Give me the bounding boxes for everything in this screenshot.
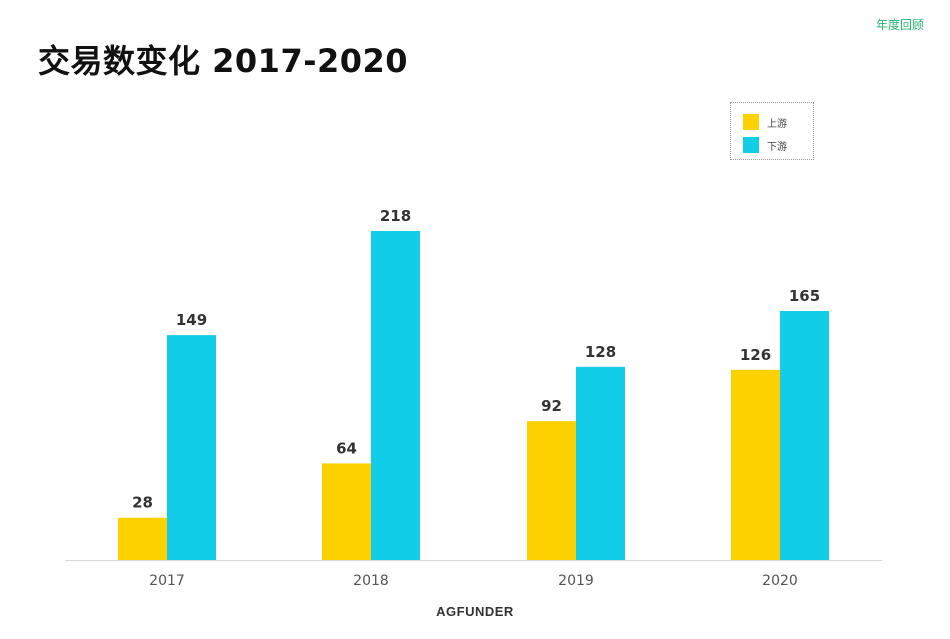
data-label-downstream-2020: 165 (789, 287, 820, 305)
x-tick-label-2018: 2018 (353, 573, 389, 589)
x-tick-label-2020: 2020 (762, 573, 798, 589)
x-tick-label-2019: 2019 (558, 573, 594, 589)
data-label-downstream-2019: 128 (585, 343, 616, 361)
chart-legend: 上游 下游 (730, 102, 814, 160)
legend-item-downstream: 下游 (743, 137, 787, 153)
x-tick-label-2017: 2017 (149, 573, 185, 589)
section-tag: 年度回顾 (875, 18, 924, 32)
data-label-upstream-2018: 64 (336, 439, 357, 457)
legend-label-upstream: 上游 (767, 118, 787, 130)
bar-upstream-2020 (731, 369, 780, 560)
legend-swatch-downstream (743, 137, 759, 153)
legend-label-downstream: 下游 (767, 141, 787, 153)
bar-downstream-2017 (167, 335, 216, 560)
data-label-upstream-2019: 92 (541, 397, 562, 415)
bar-downstream-2020 (780, 310, 829, 560)
agfunder-logo: AGFUNDER (436, 604, 514, 619)
data-label-downstream-2017: 149 (176, 311, 207, 329)
legend-item-upstream: 上游 (743, 114, 787, 130)
bar-downstream-2019 (576, 366, 625, 560)
bar-downstream-2018 (371, 231, 420, 560)
bar-upstream-2018 (322, 463, 371, 560)
data-label-upstream-2020: 126 (740, 346, 771, 364)
bar-upstream-2019 (527, 421, 576, 560)
data-label-downstream-2018: 218 (380, 207, 411, 225)
data-label-upstream-2017: 28 (132, 494, 153, 512)
bar-upstream-2017 (118, 517, 167, 560)
page-title: 交易数变化 2017-2020 (38, 42, 409, 80)
legend-swatch-upstream (743, 114, 759, 130)
